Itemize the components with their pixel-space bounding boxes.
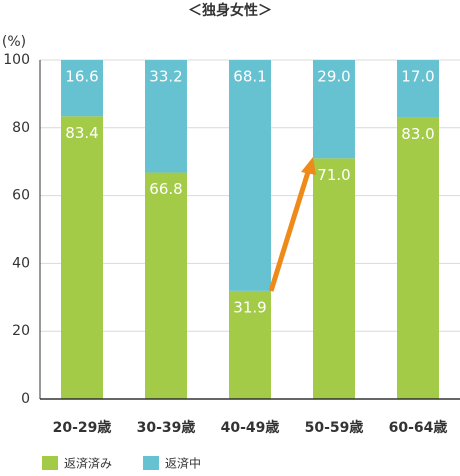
legend-label: 返済済み: [64, 456, 112, 471]
y-tick-label: 0: [21, 391, 30, 407]
y-tick-label: 80: [12, 120, 30, 136]
bar-segment: [397, 117, 439, 399]
value-label: 83.0: [401, 125, 434, 143]
x-tick-label: 60-64歳: [389, 419, 448, 436]
plot-area: 0 20 40 60 80 100 83.4 16.6 20-29歳 66.8 33.2 30-39歳…: [3, 52, 460, 471]
bar-segment: [61, 60, 103, 117]
legend-label: 返済中: [165, 456, 201, 471]
x-tick-label: 40-49歳: [221, 419, 280, 436]
y-tick-label: 20: [12, 323, 30, 339]
y-tick-label: 60: [12, 188, 30, 204]
bar-segment: [397, 60, 439, 118]
value-label: 68.1: [233, 68, 266, 86]
arrow-head: [301, 157, 316, 175]
bar-segment: [313, 158, 355, 399]
bar-segment: [145, 60, 187, 173]
x-tick-label: 50-59歳: [305, 419, 364, 436]
bar-segment: [145, 172, 187, 399]
y-tick-label: 40: [12, 255, 30, 271]
bar-segment: [313, 60, 355, 159]
legend-swatch: [143, 456, 159, 470]
bar-segment: [61, 116, 103, 400]
value-label: 29.0: [317, 68, 350, 86]
y-tick-label: 100: [3, 52, 30, 68]
bar-segment: [229, 290, 271, 399]
bar-segment: [229, 60, 271, 291]
value-label: 31.9: [233, 298, 266, 316]
value-label: 16.6: [65, 68, 98, 86]
value-label: 71.0: [317, 166, 350, 184]
trend-arrow: [268, 157, 316, 292]
x-tick-label: 20-29歳: [53, 419, 112, 436]
x-tick-label: 30-39歳: [137, 419, 196, 436]
chart-title: ＜独身女性＞: [188, 2, 272, 19]
value-label: 83.4: [65, 124, 98, 142]
value-label: 17.0: [401, 68, 434, 86]
legend-swatch: [42, 456, 58, 470]
y-axis-label: (%): [2, 34, 26, 50]
value-label: 33.2: [149, 68, 182, 86]
value-label: 66.8: [149, 180, 182, 198]
arrow-shaft: [268, 171, 311, 292]
